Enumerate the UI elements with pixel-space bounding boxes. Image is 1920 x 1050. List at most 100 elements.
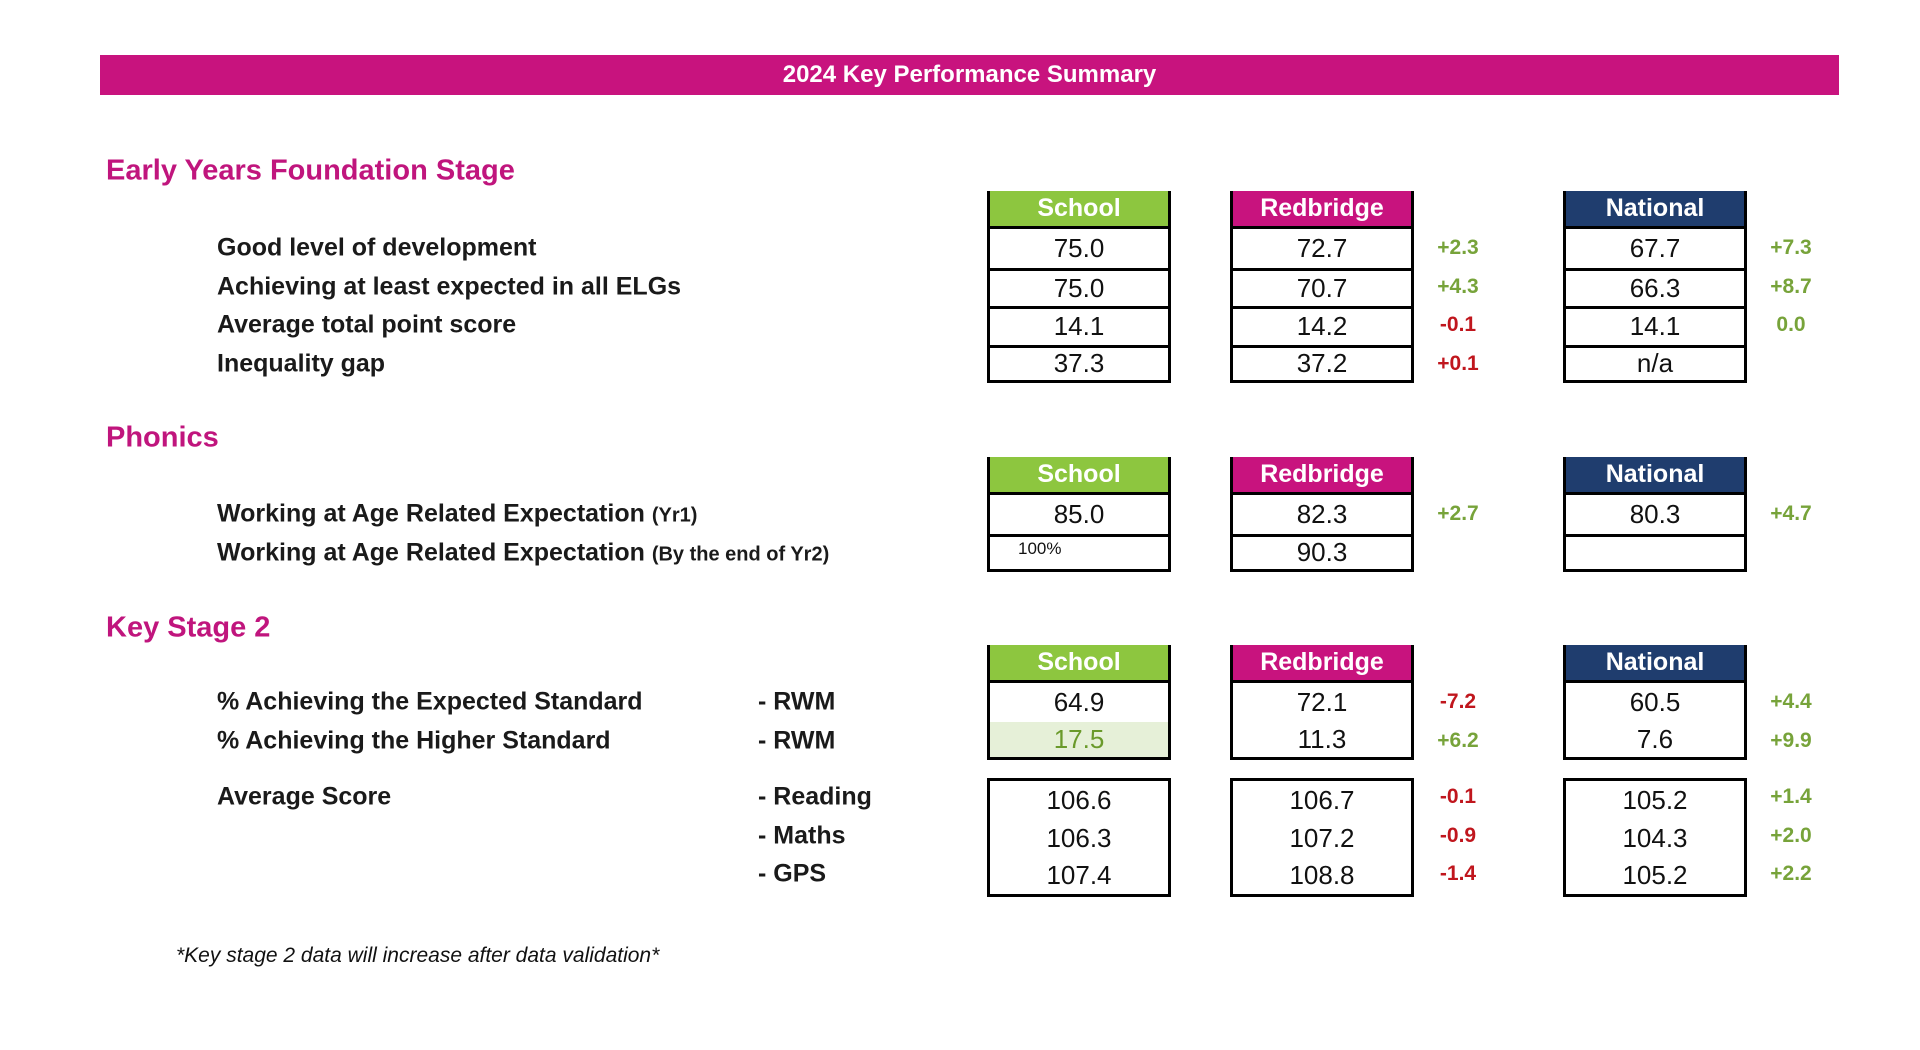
national-value-cell: n/a bbox=[1566, 344, 1744, 381]
redbridge-difference: -0.1 bbox=[1439, 785, 1477, 809]
redbridge-value-cell: 14.2 bbox=[1233, 306, 1411, 345]
school-value-cell: 14.1 bbox=[990, 306, 1168, 345]
row-sublabel: - GPS bbox=[758, 859, 827, 888]
national-difference: +4.7 bbox=[1770, 502, 1812, 526]
row-label: Average total point score bbox=[217, 311, 516, 340]
row-label-text: Achieving at least expected in all ELGs bbox=[217, 272, 682, 301]
national-difference: +2.0 bbox=[1770, 823, 1812, 847]
row-sublabel: - RWM bbox=[758, 687, 836, 716]
school-value-cell: 75.0 bbox=[990, 267, 1168, 307]
school-value-cell: 75.0 bbox=[1053, 232, 1105, 263]
row-label: % Achieving the Higher Standard bbox=[217, 726, 611, 755]
section-heading: Phonics bbox=[106, 421, 219, 454]
national-column-box: 105.2 104.3 105.2 bbox=[1563, 778, 1747, 897]
school-column-box: School 75.0 75.0 14.1 37.3 bbox=[987, 191, 1171, 383]
national-value-cell: 66.3 bbox=[1566, 267, 1744, 307]
school-column-box: School 64.9 17.5 bbox=[987, 645, 1171, 760]
national-difference: 0.0 bbox=[1776, 313, 1806, 337]
redbridge-value-cell: 82.3 bbox=[1296, 498, 1348, 529]
national-column-box: National 60.5 7.6 bbox=[1563, 645, 1747, 760]
national-difference: +8.7 bbox=[1770, 274, 1812, 298]
school-column-header: School bbox=[990, 457, 1168, 495]
redbridge-column-header: Redbridge bbox=[1233, 191, 1411, 229]
redbridge-value-cell: 107.2 bbox=[1289, 823, 1355, 854]
redbridge-column-box: Redbridge 72.1 11.3 bbox=[1230, 645, 1414, 760]
redbridge-column-header: Redbridge bbox=[1233, 457, 1411, 495]
row-label-text: Inequality gap bbox=[217, 349, 386, 378]
national-column-box: National 80.3 bbox=[1563, 457, 1747, 572]
redbridge-column-box: Redbridge 82.3 90.3 bbox=[1230, 457, 1414, 572]
redbridge-difference: -0.1 bbox=[1439, 313, 1477, 337]
redbridge-difference: +2.7 bbox=[1437, 502, 1479, 526]
row-label-text: Average total point score bbox=[217, 310, 517, 339]
national-value-cell: 67.7 bbox=[1629, 232, 1681, 263]
school-value-cell: 37.3 bbox=[990, 344, 1168, 381]
school-value-cell: 106.6 bbox=[1046, 784, 1112, 815]
national-value-cell: 7.6 bbox=[1636, 723, 1674, 754]
redbridge-value-cell: 37.2 bbox=[1233, 344, 1411, 381]
school-value-cell: 17.5 bbox=[990, 721, 1168, 757]
redbridge-difference: -1.4 bbox=[1439, 862, 1477, 886]
row-label: Working at Age Related Expectation (By t… bbox=[217, 538, 829, 567]
school-column-header: School bbox=[990, 191, 1168, 229]
national-difference: +4.4 bbox=[1770, 690, 1812, 714]
national-difference: +7.3 bbox=[1770, 236, 1812, 260]
row-label-text: Average Score bbox=[217, 782, 392, 811]
school-value-cell: 85.0 bbox=[1053, 498, 1105, 529]
redbridge-difference: +6.2 bbox=[1437, 728, 1479, 752]
row-label-text: % Achieving the Higher Standard bbox=[217, 726, 611, 755]
school-value-cell: 100% bbox=[990, 533, 1168, 570]
redbridge-column-box: 106.7 107.2 108.8 bbox=[1230, 778, 1414, 897]
school-column-box: School 85.0 100% bbox=[987, 457, 1171, 572]
redbridge-column-box: Redbridge 72.7 70.7 14.2 37.2 bbox=[1230, 191, 1414, 383]
redbridge-value-cell: 72.1 bbox=[1296, 686, 1348, 717]
redbridge-value-cell: 106.7 bbox=[1289, 784, 1355, 815]
redbridge-column-header: Redbridge bbox=[1233, 645, 1411, 683]
row-label: Achieving at least expected in all ELGs bbox=[217, 272, 681, 301]
row-label: Working at Age Related Expectation (Yr1) bbox=[217, 500, 697, 529]
row-sublabel: - RWM bbox=[758, 726, 836, 755]
page-title: 2024 Key Performance Summary bbox=[100, 55, 1839, 95]
row-label: Average Score bbox=[217, 783, 391, 812]
row-sublabel: - Maths bbox=[758, 821, 846, 850]
section-heading: Key Stage 2 bbox=[106, 611, 271, 644]
row-sublabel: - Reading bbox=[758, 782, 872, 811]
national-difference: +9.9 bbox=[1770, 728, 1812, 752]
row-label-text: % Achieving the Expected Standard bbox=[217, 687, 643, 716]
redbridge-difference: +2.3 bbox=[1437, 236, 1479, 260]
national-value-cell: 60.5 bbox=[1629, 686, 1681, 717]
row-label-suffix: (By the end of Yr2) bbox=[651, 543, 830, 566]
school-value-cell: 107.4 bbox=[1046, 860, 1112, 891]
redbridge-difference: -7.2 bbox=[1439, 690, 1477, 714]
row-label-text: Working at Age Related Expectation bbox=[217, 499, 645, 528]
row-label-suffix: (Yr1) bbox=[651, 504, 698, 527]
school-column-header: School bbox=[990, 645, 1168, 683]
national-column-header: National bbox=[1566, 645, 1744, 683]
redbridge-difference: -0.9 bbox=[1439, 823, 1477, 847]
row-label: Good level of development bbox=[217, 234, 537, 263]
national-value-cell: 14.1 bbox=[1566, 306, 1744, 345]
row-label-text: Good level of development bbox=[217, 233, 537, 262]
redbridge-difference: +0.1 bbox=[1437, 351, 1479, 375]
national-value-cell bbox=[1566, 533, 1744, 570]
redbridge-value-cell: 11.3 bbox=[1297, 723, 1347, 754]
school-column-box: 106.6 106.3 107.4 bbox=[987, 778, 1171, 897]
national-column-box: National 67.7 66.3 14.1 n/a bbox=[1563, 191, 1747, 383]
national-value-cell: 105.2 bbox=[1622, 860, 1688, 891]
national-value-cell: 80.3 bbox=[1629, 498, 1681, 529]
national-value-cell: 104.3 bbox=[1622, 823, 1688, 854]
national-difference: +2.2 bbox=[1770, 862, 1812, 886]
redbridge-value-cell: 108.8 bbox=[1289, 860, 1355, 891]
school-value-cell: 106.3 bbox=[1046, 823, 1112, 854]
redbridge-value-cell: 70.7 bbox=[1233, 267, 1411, 307]
school-value-cell: 64.9 bbox=[1053, 686, 1105, 717]
row-label-text: Working at Age Related Expectation bbox=[217, 538, 645, 567]
section-heading: Early Years Foundation Stage bbox=[106, 154, 515, 187]
row-label: Inequality gap bbox=[217, 349, 385, 378]
redbridge-value-cell: 72.7 bbox=[1296, 232, 1348, 263]
row-label: % Achieving the Expected Standard bbox=[217, 688, 643, 717]
national-value-cell: 105.2 bbox=[1622, 784, 1688, 815]
redbridge-value-cell: 90.3 bbox=[1233, 533, 1411, 570]
national-difference: +1.4 bbox=[1770, 785, 1812, 809]
national-column-header: National bbox=[1566, 457, 1744, 495]
